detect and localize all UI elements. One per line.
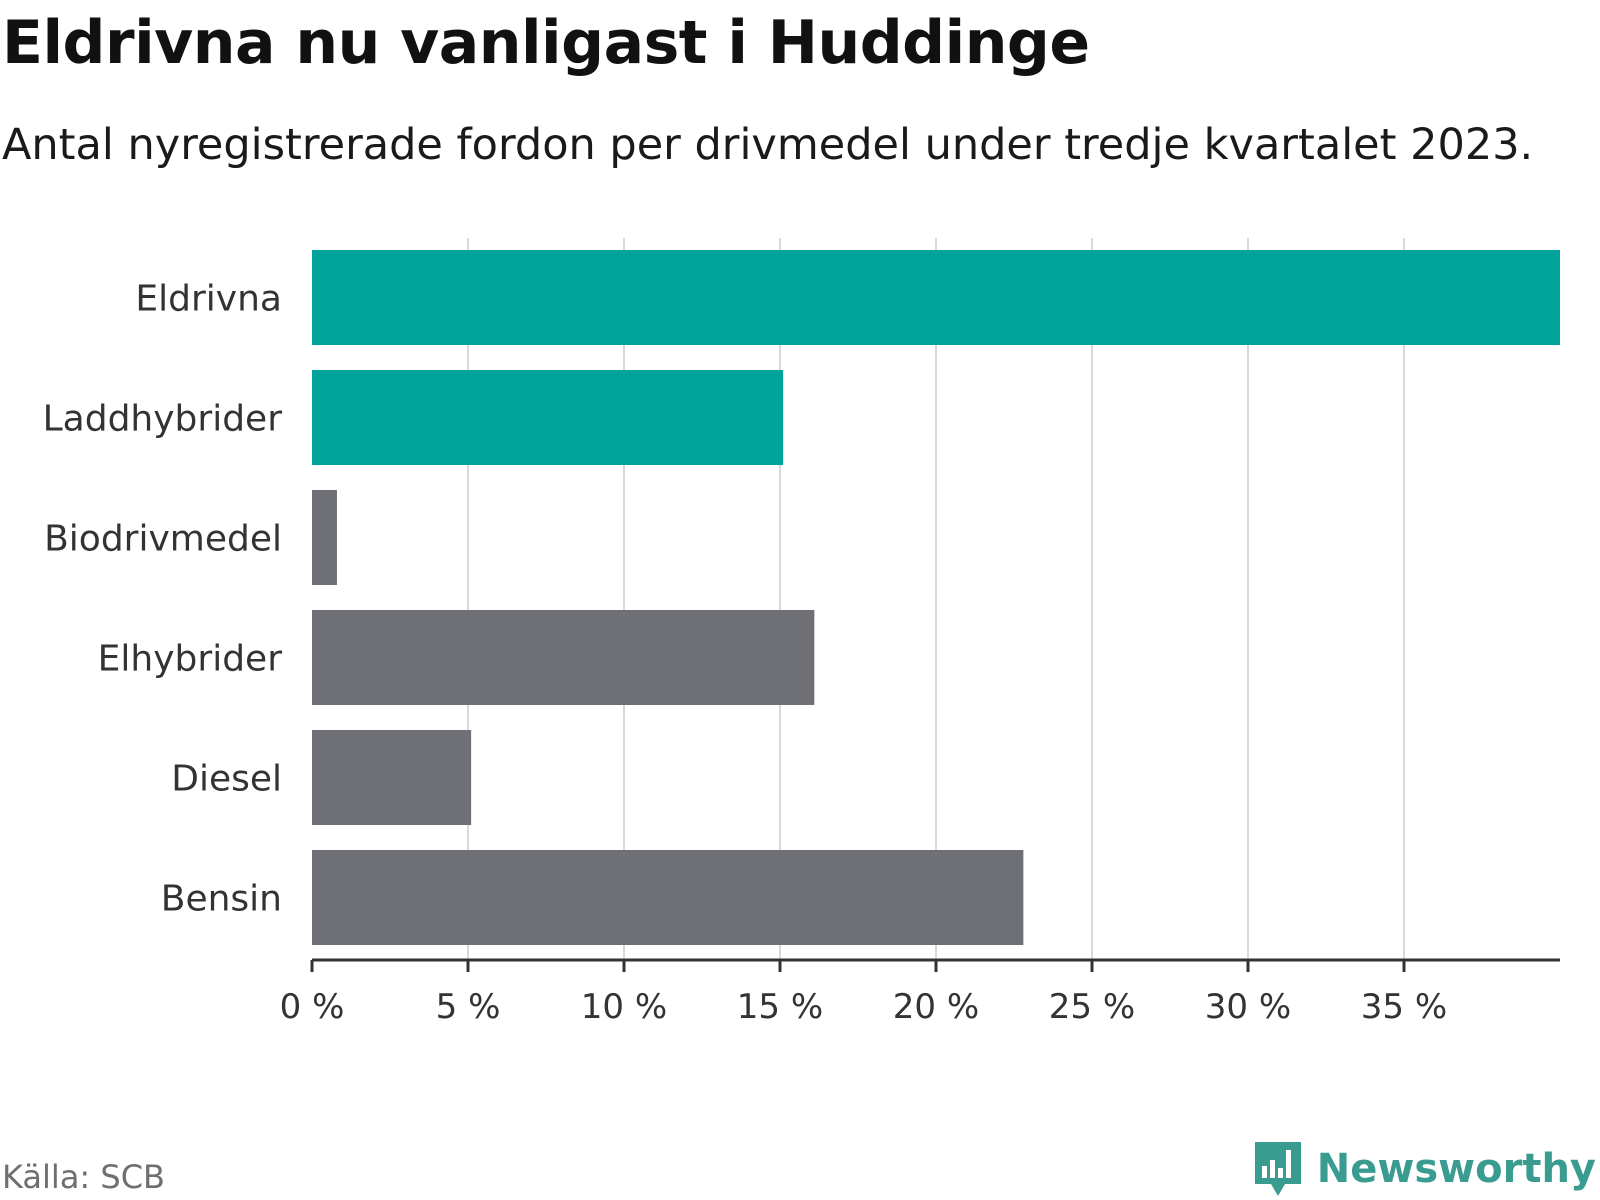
x-tick-label-20: 20 % bbox=[893, 987, 979, 1027]
x-tick-label-15: 15 % bbox=[737, 987, 823, 1027]
category-label-bensin: Bensin bbox=[161, 879, 282, 920]
category-label-biodrivmedel: Biodrivmedel bbox=[44, 519, 282, 560]
bar-chart: Eldrivna Laddhybrider Biodrivmedel Elhybrid… bbox=[43, 238, 1560, 1027]
category-label-laddhybrider: Laddhybrider bbox=[43, 399, 283, 440]
bar-elhybrider bbox=[312, 610, 815, 705]
x-tick-label-10: 10 % bbox=[581, 987, 667, 1027]
x-tick-label-25: 25 % bbox=[1049, 987, 1135, 1027]
source-note: Källa: SCB bbox=[2, 1158, 165, 1196]
bar-diesel bbox=[312, 730, 472, 825]
category-label-elhybrider: Elhybrider bbox=[98, 639, 283, 680]
category-labels: Eldrivna Laddhybrider Biodrivmedel Elhybrid… bbox=[43, 279, 283, 920]
category-label-diesel: Diesel bbox=[171, 759, 282, 800]
brand-name: Newsworthy bbox=[1316, 1146, 1596, 1192]
x-tick-label-35: 35 % bbox=[1361, 987, 1447, 1027]
gridlines bbox=[467, 238, 1405, 960]
bar-eldrivna bbox=[312, 250, 1560, 345]
category-label-eldrivna: Eldrivna bbox=[135, 279, 282, 320]
bar-laddhybrider bbox=[312, 370, 784, 465]
chart-subtitle: Antal nyregistrerade fordon per drivmede… bbox=[2, 120, 1534, 170]
brand-logo: Newsworthy bbox=[1253, 1140, 1596, 1198]
newsworthy-icon bbox=[1254, 1142, 1301, 1196]
x-tick-label-30: 30 % bbox=[1205, 987, 1291, 1027]
chart-title: Eldrivna nu vanligast i Huddinge bbox=[2, 8, 1090, 78]
bars bbox=[312, 250, 1560, 945]
x-axis: 0 % 5 % 10 % 15 % 20 % 25 % 30 % 35 % bbox=[280, 958, 1560, 1027]
x-tick-label-0: 0 % bbox=[280, 987, 345, 1027]
x-tick-label-5: 5 % bbox=[436, 987, 501, 1027]
bar-bensin bbox=[312, 850, 1024, 945]
bar-biodrivmedel bbox=[312, 490, 337, 585]
